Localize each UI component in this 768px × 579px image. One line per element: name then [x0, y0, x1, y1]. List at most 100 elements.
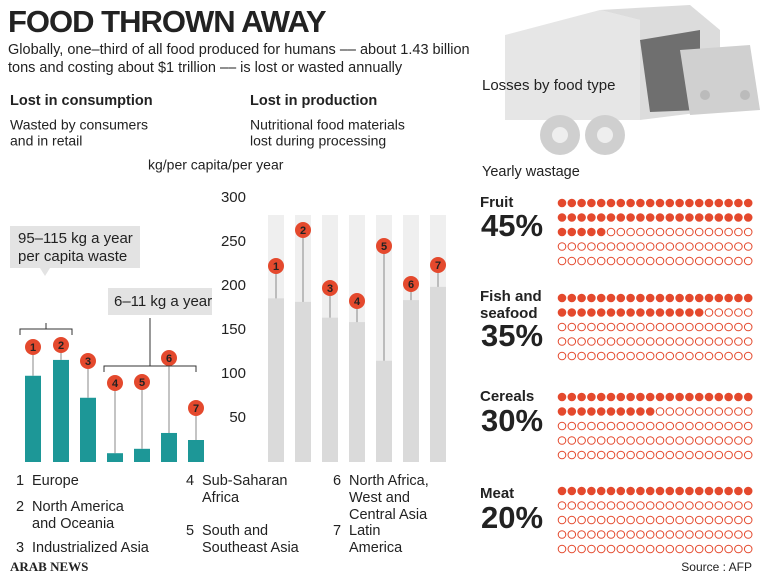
waffle-icon [557, 486, 567, 496]
waffle-icon-empty [606, 544, 616, 554]
number-label: 3 [85, 356, 91, 368]
waffle-icon-empty [675, 530, 684, 539]
waffle-icon [724, 293, 733, 303]
waffle-icon-empty [714, 308, 724, 317]
waffle-icon [655, 486, 665, 496]
waffle-icon-empty [714, 322, 724, 332]
waffle-icon [645, 293, 655, 303]
waffle-icon-empty [734, 515, 743, 525]
waffle-icon [694, 198, 704, 208]
waffle-icon-empty [577, 450, 586, 460]
waffle-icon-empty [596, 501, 606, 510]
waffle-icon-empty [724, 501, 733, 510]
waffle-icon-empty [743, 515, 753, 525]
number-marker [107, 375, 123, 391]
waffle-icon-empty [704, 407, 714, 416]
waffle-icon-empty [645, 515, 655, 525]
waffle-icon-empty [734, 308, 743, 317]
bar [376, 360, 392, 462]
waffle-icon [655, 293, 665, 303]
waffle-icon [596, 213, 606, 222]
waffle-icon-empty [557, 337, 567, 346]
waffle-icon-empty [655, 544, 665, 554]
waffle-icon-empty [567, 515, 577, 525]
number-marker [403, 276, 419, 292]
bracket [19, 328, 73, 335]
waffle-icon-empty [577, 544, 586, 554]
waffle-icon-empty [606, 501, 616, 510]
waffle-icon-empty [587, 421, 596, 431]
waffle-icon-empty [685, 436, 694, 445]
waffle-icon-empty [704, 515, 714, 525]
waffle-icon-empty [587, 501, 596, 510]
waffle-icon [743, 213, 753, 222]
waffle-icon [557, 293, 567, 303]
waffle-icon [675, 392, 684, 402]
waffle-icon-empty [606, 227, 616, 237]
waffle-icon-empty [704, 436, 714, 445]
waffle-icon-empty [626, 322, 635, 332]
waffle-icon [616, 392, 626, 402]
waffle-icon-empty [743, 450, 753, 460]
waffle-icon [577, 392, 586, 402]
waffle-icon-empty [636, 242, 645, 251]
waffle-icon [714, 486, 724, 496]
number-label: 4 [112, 378, 119, 390]
waffle-icon [636, 486, 645, 496]
waffle-icon-empty [645, 337, 655, 346]
waffle-icon [636, 293, 645, 303]
waffle-icon [645, 392, 655, 402]
number-label: 2 [58, 340, 64, 352]
waffle-icon [734, 486, 743, 496]
waffle-icon-empty [557, 544, 567, 554]
waffle-icon [577, 407, 586, 416]
waffle-icon [645, 308, 655, 317]
waffle-icon [734, 213, 743, 222]
waffle-icon [665, 308, 675, 317]
waffle-icon [636, 308, 645, 317]
waffle-filled [557, 392, 753, 416]
waffle-icon-empty [743, 322, 753, 332]
waffle-icon [616, 486, 626, 496]
waffle-icon-empty [685, 501, 694, 510]
waffle-icon-empty [626, 450, 635, 460]
waffle-icon-empty [655, 530, 665, 539]
waffle-icon-empty [694, 530, 704, 539]
waffle-icon [665, 293, 675, 303]
waffle-icon [714, 293, 724, 303]
waffle-icon-empty [636, 351, 645, 361]
waffle-icon-empty [694, 256, 704, 266]
waffle-icon-empty [655, 256, 665, 266]
waffle-icon [645, 198, 655, 208]
waffle-icon [567, 392, 577, 402]
waffle-icon-empty [577, 501, 586, 510]
waffle-icon-empty [694, 322, 704, 332]
waffle-icon [557, 198, 567, 208]
waffle-icon-empty [704, 256, 714, 266]
waffle-icon-empty [675, 337, 684, 346]
waffle-icon [567, 213, 577, 222]
number-marker [349, 293, 365, 309]
waffle-icon-empty [616, 322, 626, 332]
bracket [103, 365, 197, 372]
waffle-icon [743, 486, 753, 496]
waffle-icon-empty [743, 530, 753, 539]
waffle-icon-empty [734, 450, 743, 460]
waffle-icon-empty [743, 421, 753, 431]
waffle-icon [567, 407, 577, 416]
waffle-icon-empty [567, 242, 577, 251]
waffle-icon-empty [734, 351, 743, 361]
waffle-icon-empty [724, 450, 733, 460]
waffle-icon-empty [616, 256, 626, 266]
value-label: 30% [481, 403, 543, 438]
waffle-icon [557, 213, 567, 222]
waffle-icon-empty [714, 242, 724, 251]
waffle-icon-empty [567, 450, 577, 460]
waffle-icon-empty [734, 544, 743, 554]
waffle-icon [596, 486, 606, 496]
waffle-icon [734, 293, 743, 303]
waffle-icon-empty [724, 322, 733, 332]
waffle-icon [606, 486, 616, 496]
waffle-icon-empty [675, 351, 684, 361]
waffle-icon-empty [606, 351, 616, 361]
